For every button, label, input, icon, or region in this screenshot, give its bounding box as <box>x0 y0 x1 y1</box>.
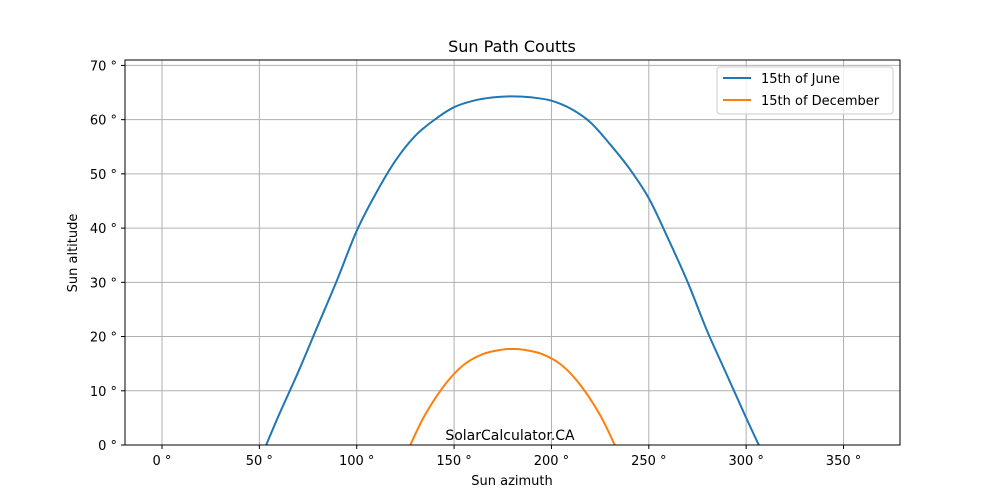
y-axis-title: Sun altitude <box>66 214 81 293</box>
x-tick-label: 200 ° <box>534 454 569 469</box>
x-tick-label: 0 ° <box>153 454 172 469</box>
series-line-december <box>409 347 616 445</box>
watermark-annotation: SolarCalculator.CA <box>445 428 575 444</box>
y-tick-label: 70 ° <box>90 59 117 74</box>
y-tick-label: 30 ° <box>90 276 117 291</box>
y-tick-label: 20 ° <box>90 331 117 346</box>
y-tick-label: 10 ° <box>90 385 117 400</box>
legend-label-december: 15th of December <box>761 94 880 109</box>
plot-area-frame <box>124 59 901 446</box>
series-line-june <box>265 95 760 445</box>
y-tick-label: 0 ° <box>98 439 117 454</box>
x-tick-label: 100 ° <box>339 454 374 469</box>
legend: 15th of June 15th of December <box>716 66 894 115</box>
series-lines <box>265 95 760 445</box>
x-tick-label: 350 ° <box>826 454 861 469</box>
y-tick-label: 60 ° <box>90 114 117 129</box>
x-tick-label: 300 ° <box>728 454 763 469</box>
y-tick-label: 50 ° <box>90 168 117 183</box>
x-tick-label: 150 ° <box>436 454 471 469</box>
x-axis-title: Sun azimuth <box>471 474 553 489</box>
legend-box <box>716 66 894 115</box>
chart-title: Sun Path Coutts <box>448 37 576 56</box>
x-tick-label: 250 ° <box>631 454 666 469</box>
x-tick-label: 50 ° <box>246 454 273 469</box>
y-tick-label: 40 ° <box>90 222 117 237</box>
legend-label-june: 15th of June <box>761 72 840 87</box>
axis-ticks: 0 ° 50 ° 100 ° 150 ° 200 ° 250 ° 300 ° 350 ° 0 °… <box>90 59 861 469</box>
